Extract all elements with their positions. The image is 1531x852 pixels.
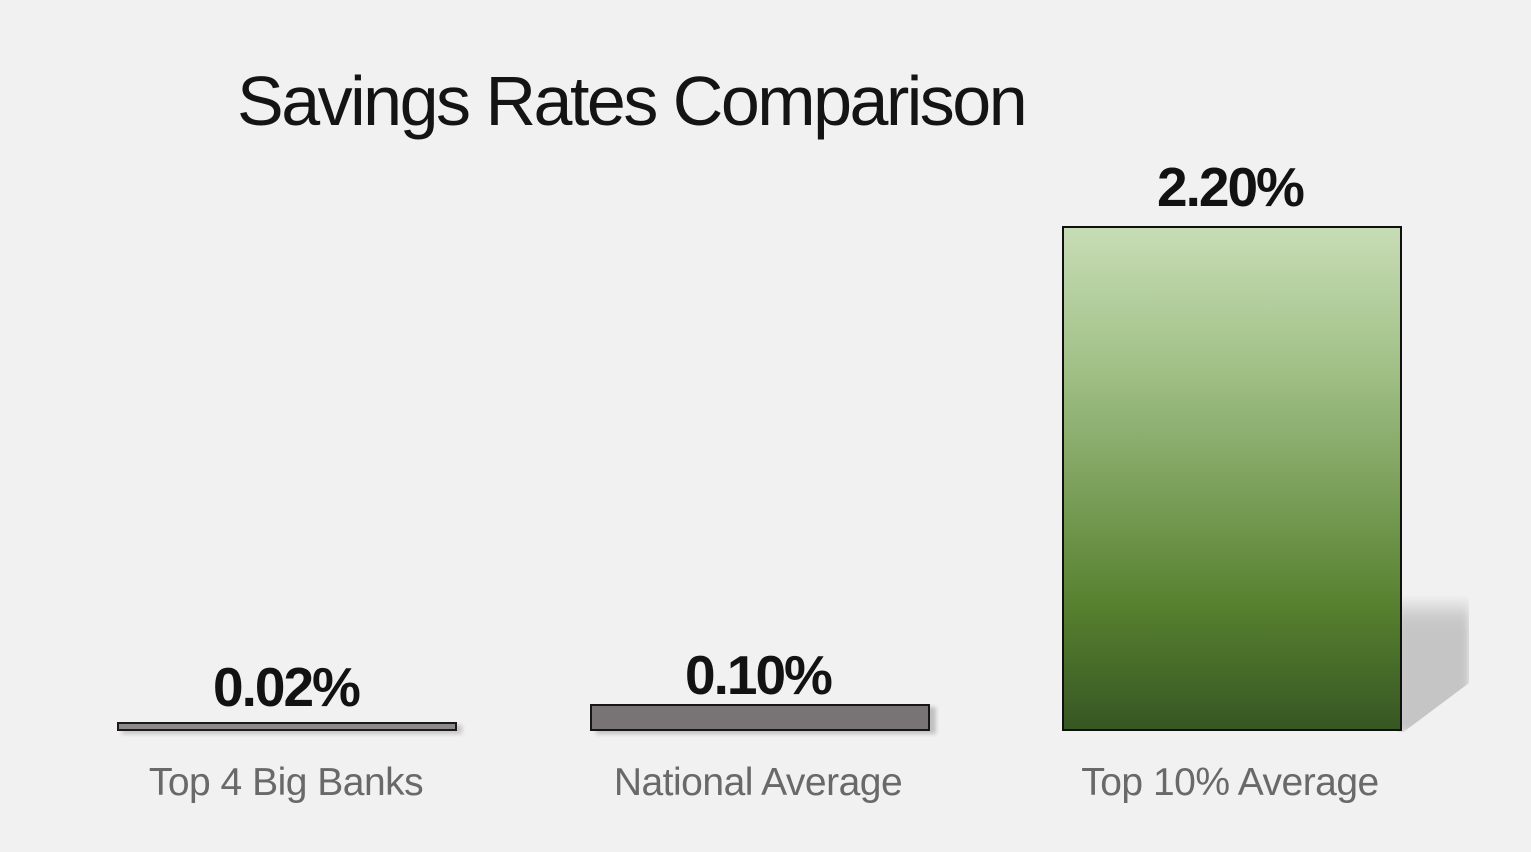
bar-national-average bbox=[590, 704, 930, 731]
bar-top-10-average bbox=[1062, 226, 1402, 731]
bar-perspective-shadow bbox=[1397, 596, 1469, 732]
value-label-top-10-average: 2.20% bbox=[1157, 156, 1305, 218]
category-label-top-4-big-banks: Top 4 Big Banks bbox=[148, 761, 424, 804]
category-label-national-average: National Average bbox=[613, 761, 903, 804]
bar-top-4-big-banks bbox=[117, 722, 457, 731]
category-label-top-10-average: Top 10% Average bbox=[1081, 761, 1379, 804]
chart-title: Savings Rates Comparison bbox=[237, 62, 1028, 140]
value-label-national-average: 0.10% bbox=[685, 644, 833, 706]
value-label-top-4-big-banks: 0.02% bbox=[213, 656, 361, 718]
